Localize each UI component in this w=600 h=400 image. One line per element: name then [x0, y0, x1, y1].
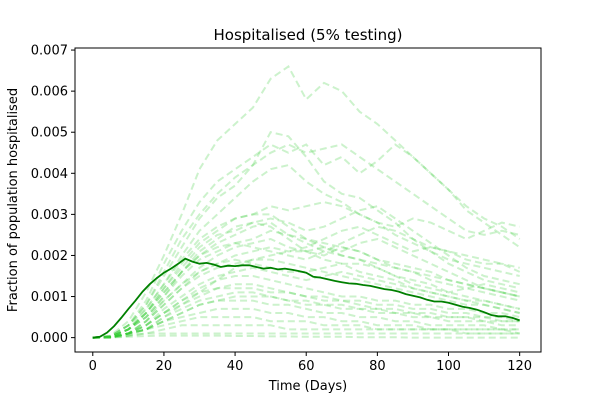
chart-title: Hospitalised (5% testing)	[214, 26, 403, 44]
run-series-line	[92, 283, 520, 339]
run-series-line	[92, 334, 520, 339]
x-tick-label: 0	[89, 359, 97, 374]
x-axis-label: Time (Days)	[268, 379, 348, 394]
y-tick-label: 0.002	[31, 249, 68, 264]
run-series-line	[92, 332, 520, 339]
run-series-line	[92, 324, 520, 339]
run-series-line	[92, 164, 520, 339]
run-series-line	[92, 65, 521, 339]
run-series-line	[92, 275, 520, 339]
y-tick-label: 0.001	[31, 290, 68, 305]
run-series-line	[92, 229, 520, 339]
y-axis-ticks: 0.000 0.001 0.002 0.003 0.004 0.005 0.006 0.007	[31, 44, 75, 346]
run-series-line	[92, 287, 520, 339]
y-axis-label: Fraction of population hospitalised	[6, 88, 21, 312]
plot-frame	[74, 47, 542, 353]
run-series-line	[92, 258, 520, 339]
y-tick-label: 0.003	[31, 208, 68, 223]
run-series-line	[92, 225, 520, 339]
run-series-line	[92, 201, 520, 339]
x-tick-label: 60	[298, 359, 315, 374]
run-series-line	[92, 213, 520, 339]
y-tick-label: 0.005	[31, 126, 68, 141]
run-series-group	[92, 65, 521, 339]
run-series-line	[92, 316, 520, 339]
run-series-line	[92, 205, 520, 339]
x-tick-label: 80	[369, 359, 386, 374]
run-series-line	[92, 246, 520, 339]
x-tick-label: 120	[507, 359, 532, 374]
run-series-line	[92, 237, 520, 339]
run-series-line	[92, 295, 520, 339]
x-tick-label: 40	[227, 359, 244, 374]
y-tick-label: 0.007	[31, 44, 68, 59]
run-series-line	[92, 266, 520, 339]
x-tick-label: 100	[436, 359, 461, 374]
y-tick-label: 0.004	[31, 167, 68, 182]
run-series-line	[92, 299, 520, 339]
run-series-line	[92, 221, 520, 339]
run-series-line	[92, 143, 521, 339]
x-axis-ticks: 0 20 40 60 80 100 120	[89, 352, 532, 374]
mean-series-line	[92, 257, 520, 339]
x-tick-label: 20	[156, 359, 173, 374]
run-series-line	[92, 225, 521, 339]
mean-series-group	[92, 257, 520, 339]
run-series-line	[92, 221, 520, 339]
run-series-line	[92, 258, 520, 339]
y-tick-label: 0.006	[31, 85, 68, 100]
run-series-line	[92, 131, 520, 339]
run-series-line	[92, 291, 520, 339]
y-tick-label: 0.000	[31, 331, 68, 346]
